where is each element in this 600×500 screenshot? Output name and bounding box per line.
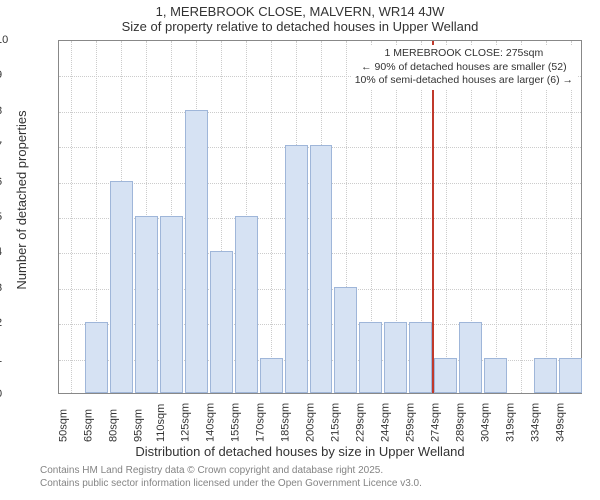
y-tick-label: 9 [0, 69, 54, 81]
gridline-v [496, 41, 497, 393]
annotation-line1: 1 MEREBROOK CLOSE: 275sqm [355, 47, 573, 61]
histogram-bar [135, 216, 158, 393]
y-tick-label: 1 [0, 353, 54, 365]
gridline-h [59, 112, 581, 113]
histogram-bar [434, 358, 457, 393]
chart-title-line1: 1, MEREBROOK CLOSE, MALVERN, WR14 4JW [0, 4, 600, 19]
x-tick-label: 95sqm [133, 409, 145, 442]
y-tick-label: 7 [0, 140, 54, 152]
histogram-bar [310, 145, 333, 393]
gridline-v [71, 41, 72, 393]
histogram-bar [285, 145, 308, 393]
y-tick-label: 6 [0, 176, 54, 188]
histogram-bar [559, 358, 582, 393]
y-tick-label: 0 [0, 388, 54, 400]
histogram-bar [260, 358, 283, 393]
x-tick-label: 349sqm [554, 403, 566, 442]
histogram-bar [409, 322, 432, 393]
gridline-v [571, 41, 572, 393]
annotation-line2: ← 90% of detached houses are smaller (52… [355, 61, 573, 75]
x-tick-label: 125sqm [180, 403, 192, 442]
histogram-bar [210, 251, 233, 393]
histogram-bar [359, 322, 382, 393]
x-tick-label: 274sqm [429, 403, 441, 442]
histogram-bar [484, 358, 507, 393]
histogram-bar [459, 322, 482, 393]
chart-title-block: 1, MEREBROOK CLOSE, MALVERN, WR14 4JW Si… [0, 0, 600, 34]
x-tick-label: 80sqm [108, 409, 120, 442]
chart-footer: Contains HM Land Registry data © Crown c… [40, 464, 422, 490]
histogram-bar [235, 216, 258, 393]
histogram-bar [185, 110, 208, 393]
gridline-v [521, 41, 522, 393]
histogram-bar [384, 322, 407, 393]
y-tick-label: 5 [0, 211, 54, 223]
x-axis-label: Distribution of detached houses by size … [0, 444, 600, 459]
x-tick-label: 244sqm [379, 403, 391, 442]
y-axis-ticks: 012345678910 [0, 40, 58, 394]
histogram-chart: 1, MEREBROOK CLOSE, MALVERN, WR14 4JW Si… [0, 0, 600, 500]
histogram-bar [534, 358, 557, 393]
histogram-bar [110, 181, 133, 393]
x-tick-label: 289sqm [454, 403, 466, 442]
gridline-v [546, 41, 547, 393]
y-tick-label: 3 [0, 282, 54, 294]
annotation-box: 1 MEREBROOK CLOSE: 275sqm← 90% of detach… [351, 45, 577, 90]
x-axis-ticks: 50sqm 65sqm 80sqm 95sqm 110sqm 125sqm 140sqm 15… [58, 396, 582, 446]
y-tick-label: 2 [0, 317, 54, 329]
y-tick-label: 4 [0, 246, 54, 258]
x-tick-label: 229sqm [354, 403, 366, 442]
x-tick-label: 140sqm [205, 403, 217, 442]
histogram-bar [160, 216, 183, 393]
x-tick-label: 304sqm [479, 403, 491, 442]
x-tick-label: 319sqm [504, 403, 516, 442]
x-tick-label: 110sqm [155, 404, 167, 442]
gridline-v [446, 41, 447, 393]
x-tick-label: 65sqm [83, 409, 95, 442]
x-tick-label: 185sqm [279, 403, 291, 442]
plot-area: 1 MEREBROOK CLOSE: 275sqm← 90% of detach… [58, 40, 582, 394]
x-tick-label: 259sqm [404, 403, 416, 442]
annotation-line3: 10% of semi-detached houses are larger (… [355, 74, 573, 88]
x-tick-label: 155sqm [230, 403, 242, 442]
x-tick-label: 170sqm [255, 403, 267, 442]
footer-line2: Contains public sector information licen… [40, 477, 422, 490]
x-tick-label: 334sqm [529, 403, 541, 442]
x-tick-label: 200sqm [304, 403, 316, 442]
y-tick-label: 8 [0, 105, 54, 117]
histogram-bar [334, 287, 357, 393]
x-tick-label: 215sqm [329, 403, 341, 442]
gridline-v [271, 41, 272, 393]
histogram-bar [85, 322, 108, 393]
footer-line1: Contains HM Land Registry data © Crown c… [40, 464, 422, 477]
y-tick-label: 10 [0, 34, 54, 46]
x-tick-label: 50sqm [58, 409, 70, 442]
chart-title-line2: Size of property relative to detached ho… [0, 19, 600, 34]
property-marker-line [432, 41, 434, 393]
